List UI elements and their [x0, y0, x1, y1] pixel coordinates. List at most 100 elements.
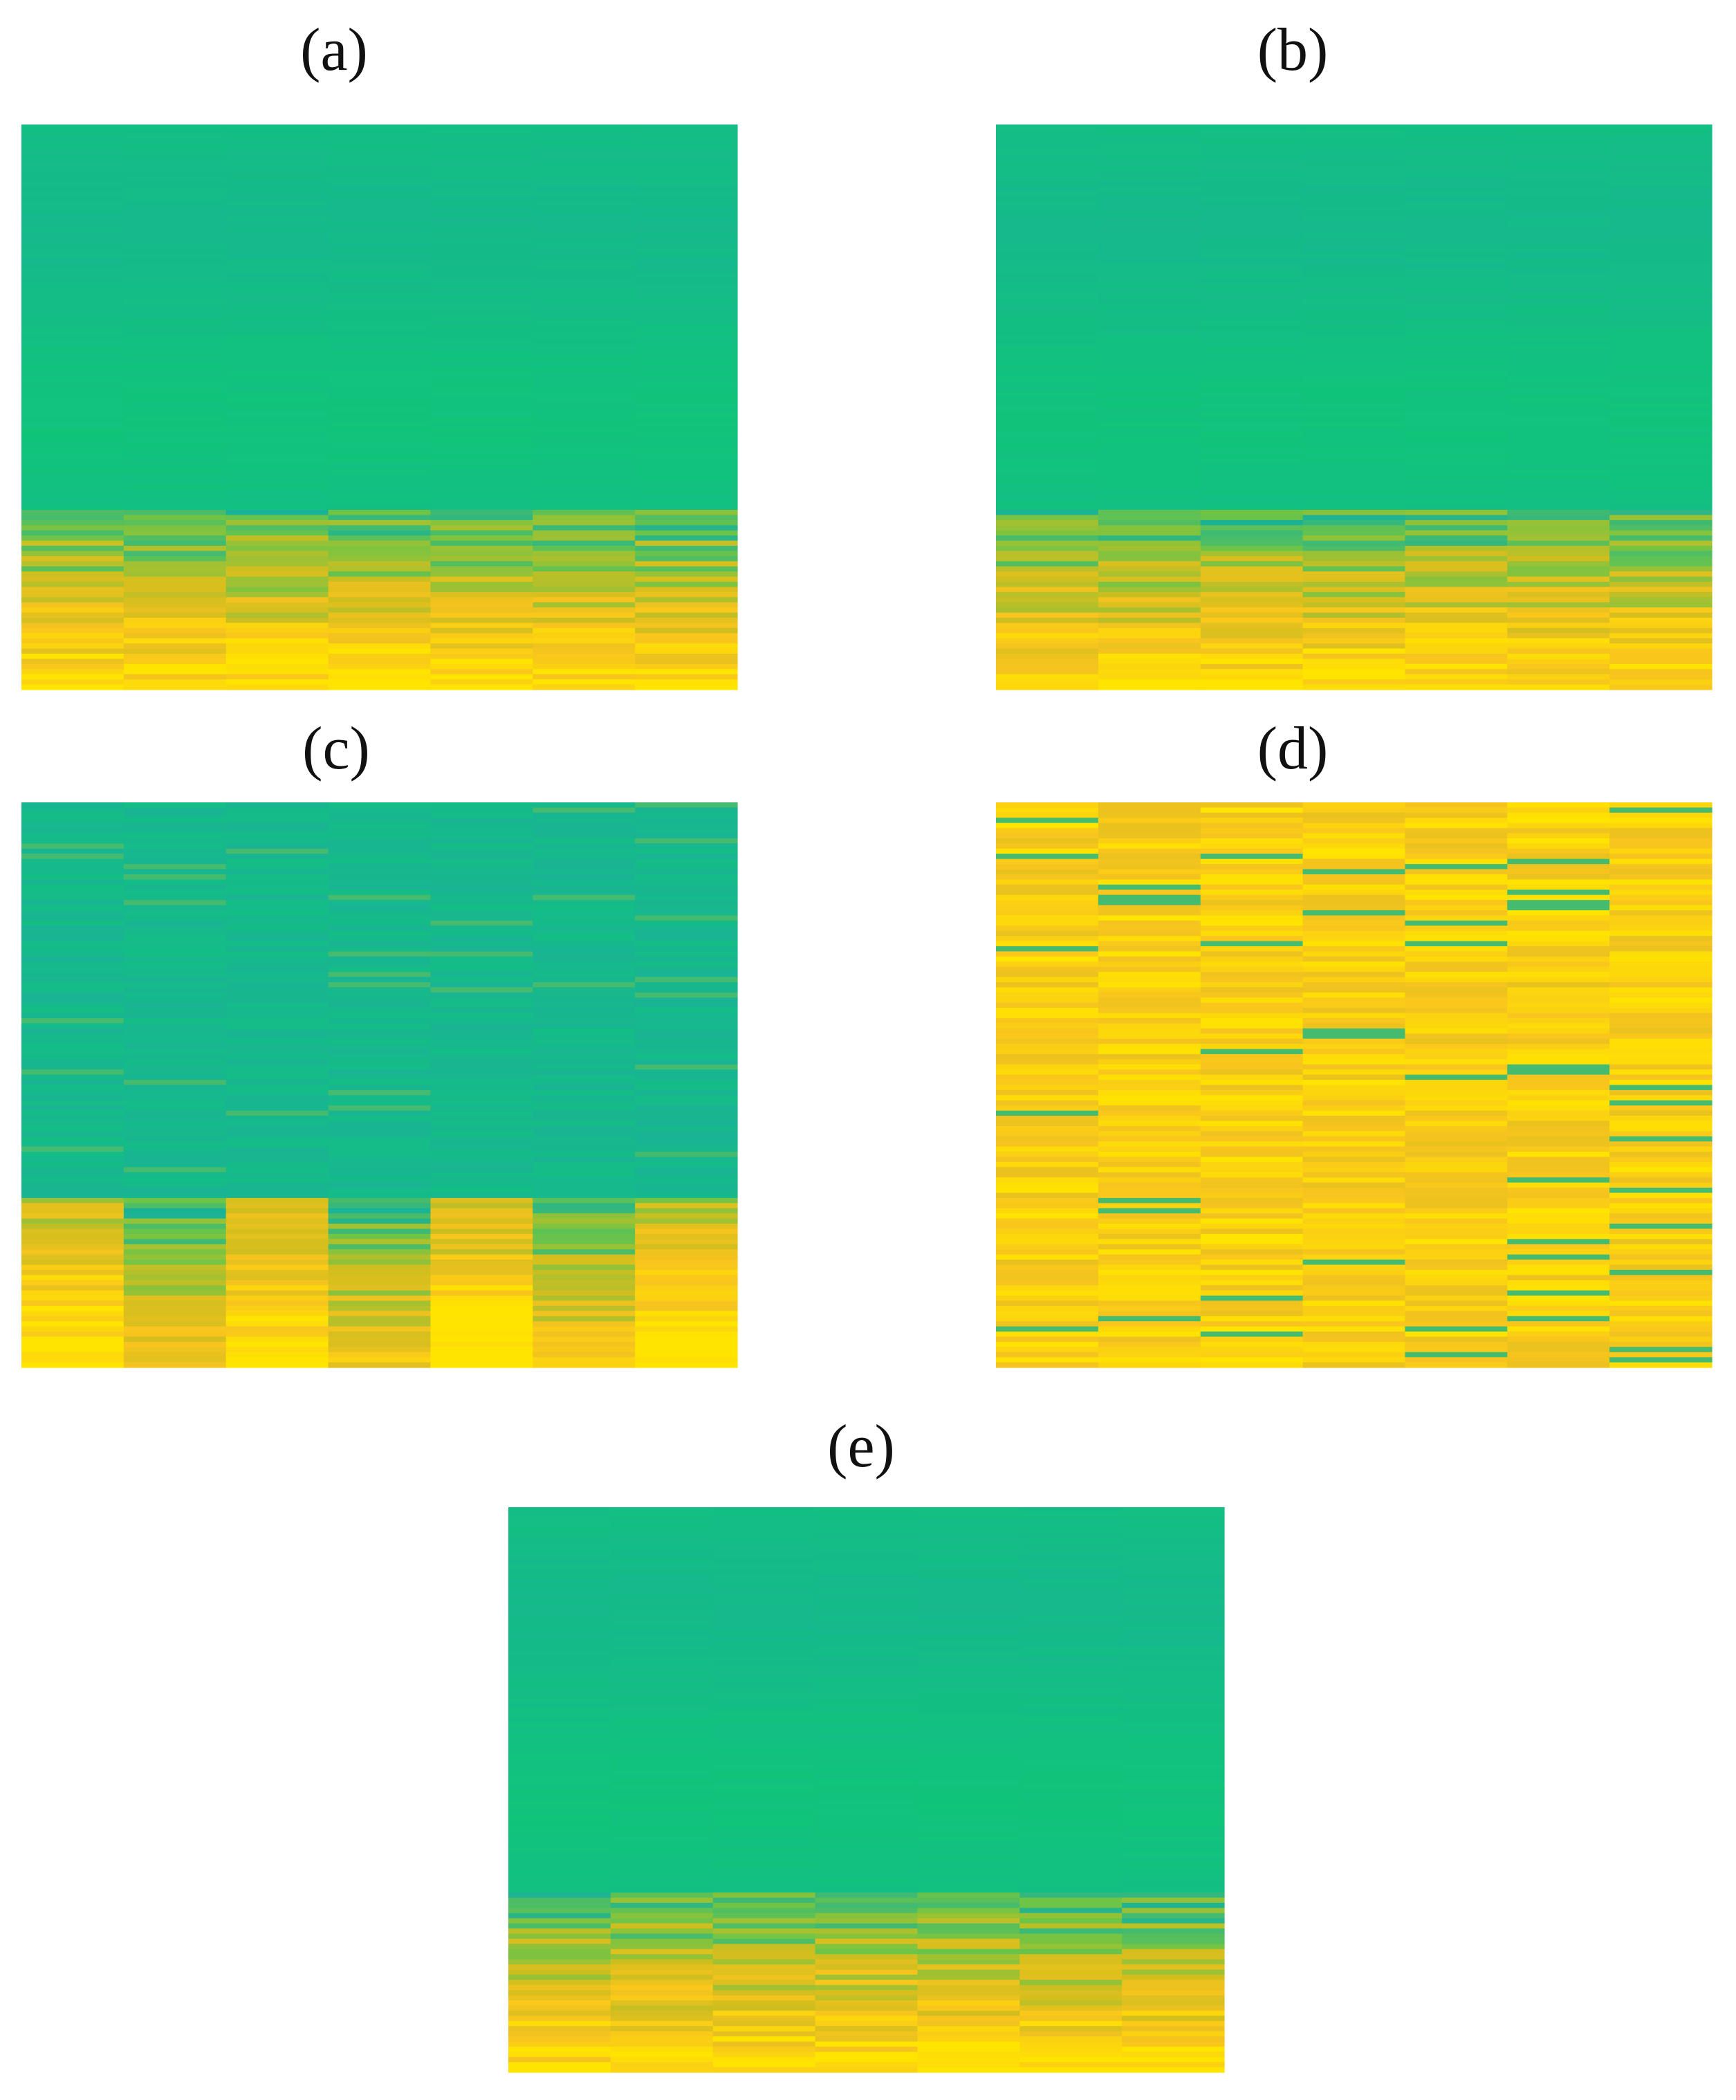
heatmap-cell — [1507, 1152, 1610, 1158]
heatmap-cell — [430, 1105, 533, 1112]
heatmap-cell — [123, 1002, 227, 1008]
heatmap-cell — [225, 165, 329, 172]
heatmap-cell — [1609, 1239, 1712, 1245]
heatmap-cell — [635, 1254, 738, 1260]
heatmap-cell — [430, 474, 533, 480]
heatmap-cell — [225, 1192, 329, 1199]
heatmap-cell — [712, 1846, 816, 1852]
heatmap-cell — [21, 1341, 124, 1347]
heatmap-cell — [1302, 941, 1406, 947]
heatmap-cell — [225, 663, 329, 670]
heatmap-cell — [610, 1589, 714, 1595]
heatmap-cell — [996, 843, 1099, 849]
heatmap-cell — [635, 1341, 738, 1347]
heatmap-cell — [712, 1682, 816, 1688]
heatmap-cell — [635, 499, 738, 506]
heatmap-cell — [1098, 186, 1201, 192]
heatmap-cell — [1302, 951, 1406, 957]
heatmap-cell — [430, 278, 533, 284]
heatmap-cell — [712, 1584, 816, 1590]
heatmap-cell — [430, 1116, 533, 1122]
heatmap-cell — [1405, 961, 1508, 968]
heatmap-cell — [225, 1280, 329, 1286]
heatmap-cell — [21, 125, 124, 131]
heatmap-cell — [123, 1352, 227, 1358]
heatmap-cell — [1609, 1254, 1712, 1260]
heatmap-cell — [328, 140, 432, 146]
heatmap-cell — [1200, 812, 1304, 818]
heatmap-cell — [1609, 818, 1712, 824]
heatmap-cell — [1302, 961, 1406, 968]
heatmap-cell — [635, 822, 738, 829]
heatmap-cell — [123, 627, 227, 634]
heatmap-cell — [123, 1152, 227, 1158]
heatmap-cell — [225, 807, 329, 813]
heatmap-cell — [610, 1717, 714, 1724]
heatmap-cell — [21, 807, 124, 813]
heatmap-cell — [533, 227, 636, 233]
heatmap-cell — [635, 1080, 738, 1086]
heatmap-cell — [1098, 1341, 1201, 1347]
heatmap-cell — [635, 540, 738, 546]
heatmap-cell — [328, 273, 432, 279]
heatmap-cell — [225, 1244, 329, 1250]
heatmap-cell — [225, 278, 329, 284]
heatmap-cell — [430, 618, 533, 624]
heatmap-cell — [1507, 160, 1610, 167]
heatmap-cell — [533, 125, 636, 131]
heatmap-cell — [508, 1630, 611, 1637]
heatmap-cell — [1609, 1044, 1712, 1050]
heatmap-cell — [430, 607, 533, 614]
heatmap-cell — [917, 1866, 1020, 1872]
heatmap-cell — [1405, 1033, 1508, 1040]
heatmap-cell — [1507, 134, 1610, 140]
heatmap-cell — [917, 1614, 1020, 1621]
heatmap-cell — [1122, 1990, 1225, 1996]
heatmap-cell — [1507, 1239, 1610, 1245]
heatmap-cell — [1098, 1275, 1201, 1281]
heatmap-cell — [815, 1630, 918, 1637]
heatmap-cell — [533, 1260, 636, 1266]
heatmap-cell — [1200, 987, 1304, 993]
heatmap-cell — [1098, 196, 1201, 203]
heatmap-cell — [21, 499, 124, 506]
heatmap-cell — [1405, 1002, 1508, 1008]
heatmap-cell — [533, 679, 636, 685]
heatmap-cell — [123, 910, 227, 916]
heatmap-cell — [1122, 1928, 1225, 1935]
heatmap-cell — [1302, 504, 1406, 510]
heatmap-cell — [21, 838, 124, 845]
heatmap-cell — [508, 1882, 611, 1888]
heatmap-cell — [225, 1028, 329, 1034]
heatmap-cell — [225, 479, 329, 485]
heatmap-cell — [635, 992, 738, 998]
heatmap-cell — [996, 1269, 1099, 1275]
heatmap-cell — [21, 1182, 124, 1188]
heatmap-cell — [430, 155, 533, 161]
heatmap-cell — [533, 1321, 636, 1327]
heatmap-cell — [533, 1188, 636, 1194]
heatmap-cell — [328, 242, 432, 248]
heatmap-cell — [712, 1527, 816, 1533]
heatmap-cell — [1609, 191, 1712, 197]
heatmap-cell — [1507, 1260, 1610, 1266]
heatmap-cell — [610, 1800, 714, 1806]
heatmap-cell — [1122, 1538, 1225, 1544]
heatmap-cell — [225, 890, 329, 896]
heatmap-cell — [610, 1563, 714, 1569]
heatmap-cell — [1507, 812, 1610, 818]
heatmap-cell — [328, 1069, 432, 1076]
heatmap-cell — [635, 1028, 738, 1034]
heatmap-cell — [1405, 854, 1508, 860]
heatmap-cell — [1302, 463, 1406, 470]
heatmap-cell — [1122, 1913, 1225, 1919]
heatmap-cell — [21, 992, 124, 998]
heatmap-cell — [1507, 956, 1610, 962]
heatmap-cell — [1098, 1347, 1201, 1353]
heatmap-cell — [1609, 278, 1712, 284]
heatmap-cell — [917, 1517, 1020, 1523]
heatmap-cell — [21, 1362, 124, 1368]
heatmap-cell — [1609, 627, 1712, 634]
heatmap-cell — [1507, 818, 1610, 824]
heatmap-cell — [430, 838, 533, 845]
